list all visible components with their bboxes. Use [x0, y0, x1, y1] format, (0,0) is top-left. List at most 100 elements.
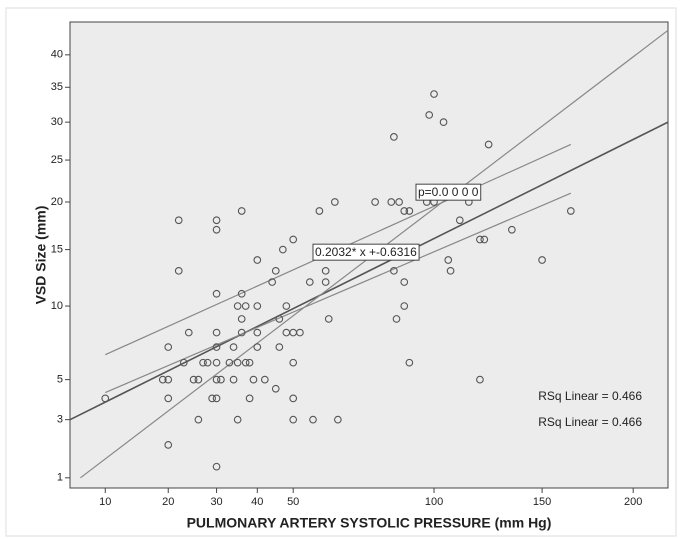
x-tick-label: 20 — [162, 496, 174, 508]
point — [212, 394, 221, 403]
point — [241, 302, 250, 310]
point — [289, 358, 298, 367]
point — [392, 315, 401, 323]
point — [305, 278, 314, 286]
point — [208, 394, 216, 403]
point — [315, 207, 324, 215]
point — [212, 375, 221, 384]
point — [476, 375, 484, 384]
point — [400, 207, 409, 215]
point — [174, 266, 183, 275]
y-tick-label: 10 — [51, 300, 63, 312]
point — [405, 358, 414, 367]
point — [237, 207, 246, 215]
point — [212, 462, 221, 471]
point — [158, 375, 167, 384]
point — [233, 358, 242, 367]
y-tick-label: 35 — [51, 81, 63, 93]
point — [309, 415, 317, 424]
point — [212, 216, 221, 225]
point — [400, 278, 409, 286]
point — [321, 278, 330, 286]
y-tick-label: 25 — [51, 154, 63, 166]
point — [444, 256, 453, 264]
point — [275, 343, 284, 351]
point — [164, 441, 173, 449]
fit-line — [69, 121, 669, 421]
point — [566, 207, 575, 215]
annotation: RSq Linear = 0.466 — [538, 389, 642, 403]
point — [229, 343, 238, 351]
x-tick-label: 50 — [287, 496, 299, 508]
point — [390, 133, 398, 141]
point — [271, 384, 280, 393]
x-tick-label: 100 — [425, 496, 443, 508]
point — [484, 140, 493, 149]
point — [245, 394, 254, 403]
y-tick-label: 15 — [51, 243, 63, 255]
point — [387, 198, 396, 206]
point — [289, 394, 298, 403]
point — [371, 198, 379, 206]
point — [212, 328, 221, 337]
point — [174, 216, 183, 225]
point — [508, 225, 516, 234]
point — [212, 343, 221, 351]
point — [184, 328, 193, 337]
point — [237, 289, 246, 298]
point — [217, 375, 225, 384]
point — [425, 111, 434, 119]
point — [199, 358, 207, 367]
point — [229, 375, 238, 384]
point — [296, 328, 304, 337]
point — [253, 343, 262, 351]
x-tick-label: 40 — [251, 496, 263, 508]
point — [212, 289, 221, 298]
point — [203, 358, 212, 367]
point — [476, 235, 484, 244]
point — [455, 216, 464, 225]
point — [253, 256, 262, 264]
point — [245, 358, 254, 367]
annotation: 0.2032* x +-0.6316 — [315, 245, 417, 259]
annotation-box — [415, 183, 482, 201]
point — [164, 394, 173, 403]
y-tick-label: 30 — [51, 116, 63, 128]
point — [390, 266, 398, 275]
point — [179, 358, 188, 367]
point — [237, 315, 246, 323]
x-axis-label: PULMONARY ARTERY SYSTOLIC PRESSURE (mm H… — [187, 515, 552, 531]
point — [330, 198, 339, 206]
point — [101, 394, 110, 403]
point — [241, 358, 250, 367]
point — [253, 328, 262, 337]
point — [439, 118, 448, 127]
x-tick-label: 10 — [99, 496, 111, 508]
point — [275, 315, 284, 323]
point — [233, 415, 242, 424]
point — [237, 328, 246, 337]
point — [430, 90, 438, 98]
y-tick-label: 1 — [57, 472, 63, 484]
point — [212, 358, 221, 367]
point — [189, 375, 198, 384]
point — [164, 343, 173, 351]
x-tick-label: 200 — [624, 496, 642, 508]
point — [395, 198, 403, 206]
annotation-box — [312, 243, 420, 261]
y-tick-label: 3 — [57, 414, 63, 426]
point — [271, 266, 280, 275]
point — [194, 415, 203, 424]
point — [194, 375, 203, 384]
point — [225, 358, 234, 367]
point — [446, 266, 455, 275]
point — [400, 302, 409, 310]
point — [334, 415, 342, 424]
point — [289, 415, 298, 424]
point — [278, 245, 287, 254]
point — [260, 375, 269, 384]
point — [282, 302, 291, 310]
point — [321, 266, 330, 275]
point — [538, 256, 546, 264]
